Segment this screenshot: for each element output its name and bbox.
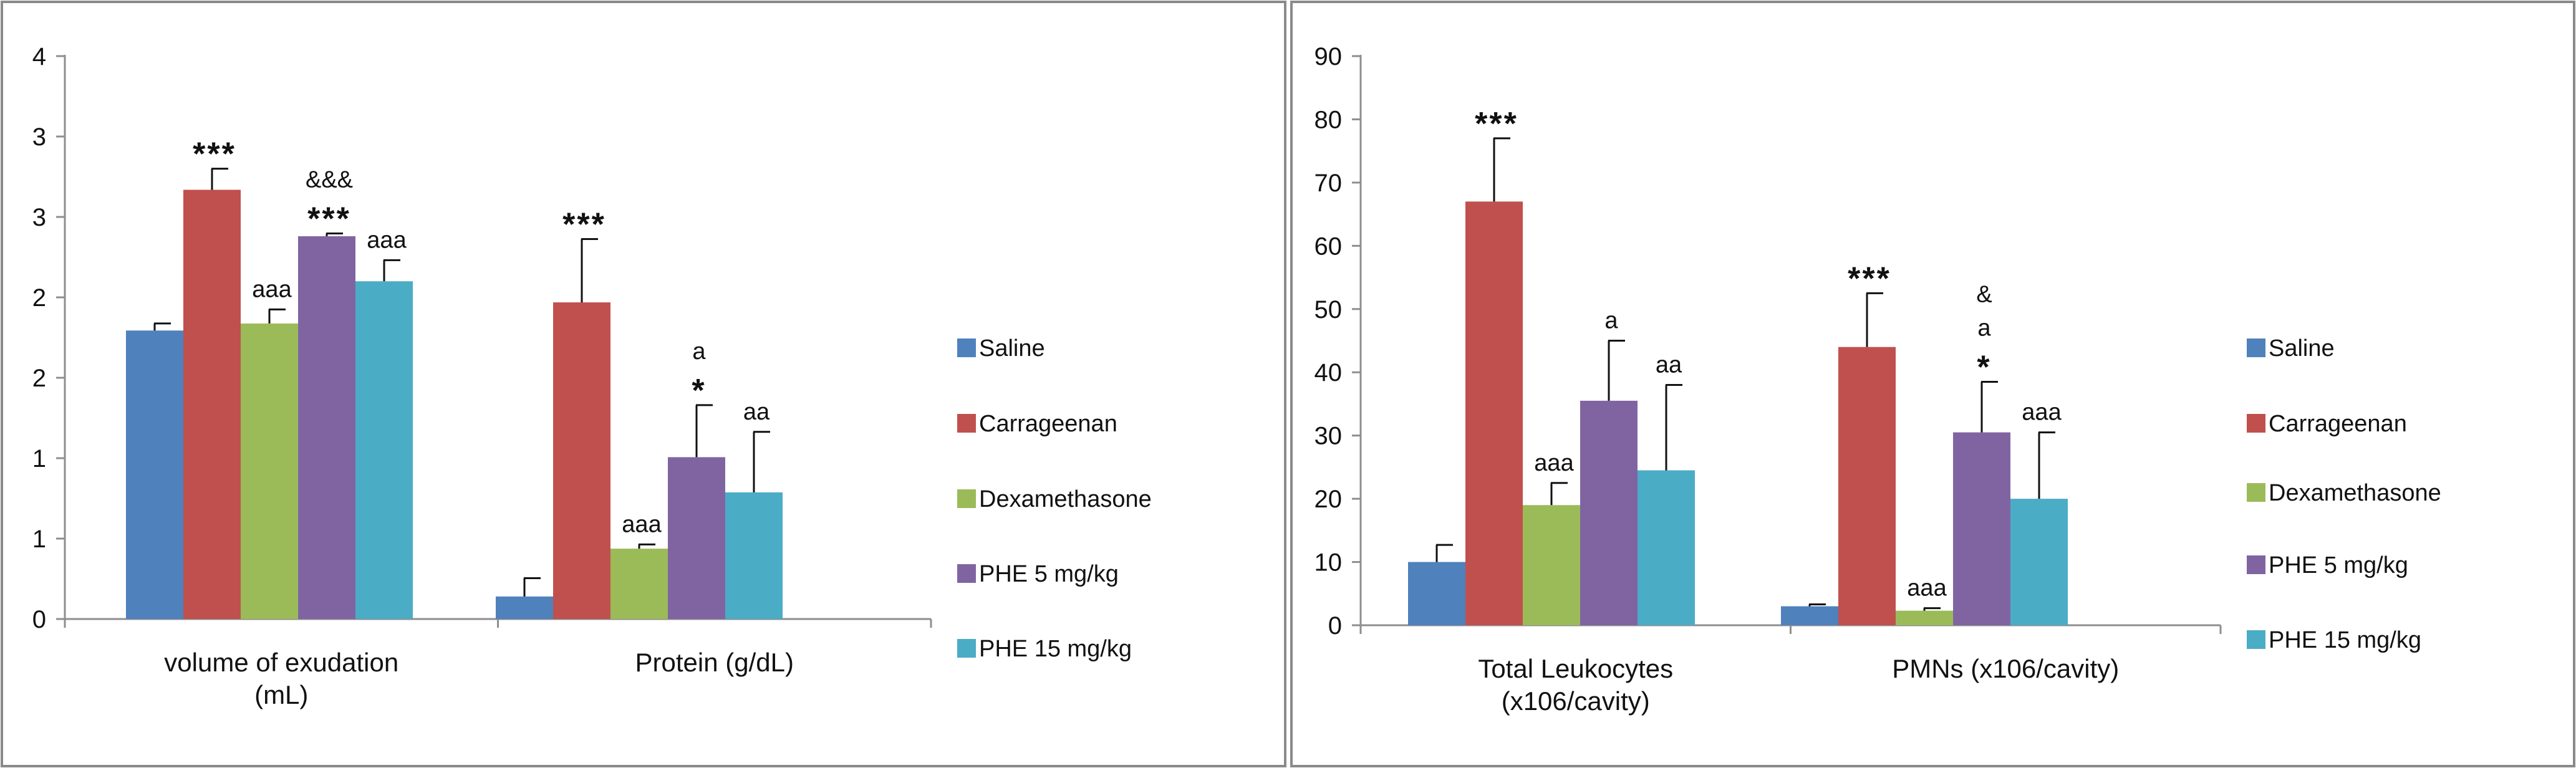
legend-swatch [2247,414,2265,433]
chart-frame [1,1,1286,767]
significance-annotation: a [1604,308,1618,334]
y-tick-label: 80 [1315,106,1343,133]
leukocytes-pmns-chart: 0102030405060708090******aaaaaaa&a*aaaaa… [1290,1,2575,767]
bar-carrageenan [183,190,241,619]
legend-swatch [2247,630,2265,649]
significance-annotation: aa [1656,352,1682,378]
legend-label: Carrageenan [2269,411,2407,437]
y-tick-label: 30 [1315,423,1343,450]
y-tick-label: 2 [32,365,46,392]
category-label: volume of exudation [164,648,398,677]
significance-annotation: *** [193,137,236,173]
y-tick-label: 0 [32,606,46,633]
category-label: PMNs (x106/cavity) [1892,654,2119,683]
significance-annotation: a [692,338,706,365]
exudate-protein-chart: 01122334******aaaaaa&&&***a*aaaaavolume … [1,1,1286,767]
legend-label: Dexamethasone [979,486,1152,512]
bar-phe-5-mg-kg [1580,400,1638,625]
legend-label: Dexamethasone [2269,480,2441,506]
bar-carrageenan [553,302,610,619]
y-tick-label: 4 [32,43,46,70]
legend-label: PHE 15 mg/kg [979,636,1132,662]
y-tick-label: 50 [1315,296,1343,324]
significance-annotation: *** [1475,106,1518,142]
legend-swatch [2247,338,2265,357]
significance-annotation: a [1977,315,1991,341]
category-label: (mL) [254,680,308,709]
y-tick-label: 2 [32,284,46,312]
bar-phe-15-mg-kg [2010,499,2068,625]
bar-phe-15-mg-kg [725,492,783,619]
bar-dexamethasone [1523,505,1580,625]
legend-swatch [2247,555,2265,574]
bar-phe-15-mg-kg [1638,470,1695,625]
significance-annotation: &&& [306,166,353,193]
bar-dexamethasone [1896,610,1953,625]
bar-dexamethasone [610,549,668,619]
significance-annotation: aaa [367,227,407,253]
significance-annotation: aaa [1907,575,1947,602]
y-tick-label: 10 [1315,549,1343,577]
legend-label: Saline [2269,335,2335,362]
legend-swatch [957,639,976,658]
legend-swatch [957,414,976,433]
y-tick-label: 3 [32,123,46,151]
significance-annotation: aaa [1534,450,1574,476]
y-tick-label: 90 [1315,43,1343,70]
y-tick-label: 60 [1315,233,1343,260]
bar-phe-15-mg-kg [355,281,413,619]
bar-saline [1781,606,1838,625]
bar-saline [496,596,553,619]
bar-dexamethasone [241,323,298,619]
bar-phe-5-mg-kg [1953,432,2010,625]
y-tick-label: 40 [1315,359,1343,386]
bar-carrageenan [1838,347,1896,625]
legend-swatch [957,489,976,508]
significance-annotation: *** [562,206,606,242]
legend-label: PHE 15 mg/kg [2269,627,2421,653]
significance-annotation: *** [307,201,351,237]
y-tick-label: 3 [32,204,46,231]
category-label: Protein (g/dL) [635,648,794,677]
legend-swatch [2247,483,2265,502]
bar-saline [1408,562,1465,625]
chart-frame [1290,1,2575,767]
significance-annotation: * [1977,349,1991,385]
y-tick-label: 0 [1328,612,1342,640]
bar-saline [126,330,183,619]
legend-label: Carrageenan [979,411,1117,437]
legend-swatch [957,564,976,583]
bar-phe-5-mg-kg [668,457,725,619]
y-tick-label: 1 [32,445,46,473]
significance-annotation: *** [1848,261,1891,297]
bar-carrageenan [1465,201,1523,625]
y-tick-label: 1 [32,526,46,553]
category-label: (x106/cavity) [1502,686,1650,716]
significance-annotation: aaa [252,276,292,302]
significance-annotation: & [1976,281,1992,307]
bar-phe-5-mg-kg [298,236,355,620]
y-tick-label: 20 [1315,486,1343,513]
significance-annotation: aaa [2022,400,2062,426]
category-label: Total Leukocytes [1478,654,1673,683]
legend-label: PHE 5 mg/kg [2269,552,2408,578]
y-tick-label: 70 [1315,170,1343,197]
significance-annotation: aa [743,399,770,425]
significance-annotation: aaa [622,511,662,537]
significance-annotation: * [692,373,706,409]
legend-swatch [957,338,976,357]
legend-label: Saline [979,335,1045,362]
legend-label: PHE 5 mg/kg [979,561,1119,587]
